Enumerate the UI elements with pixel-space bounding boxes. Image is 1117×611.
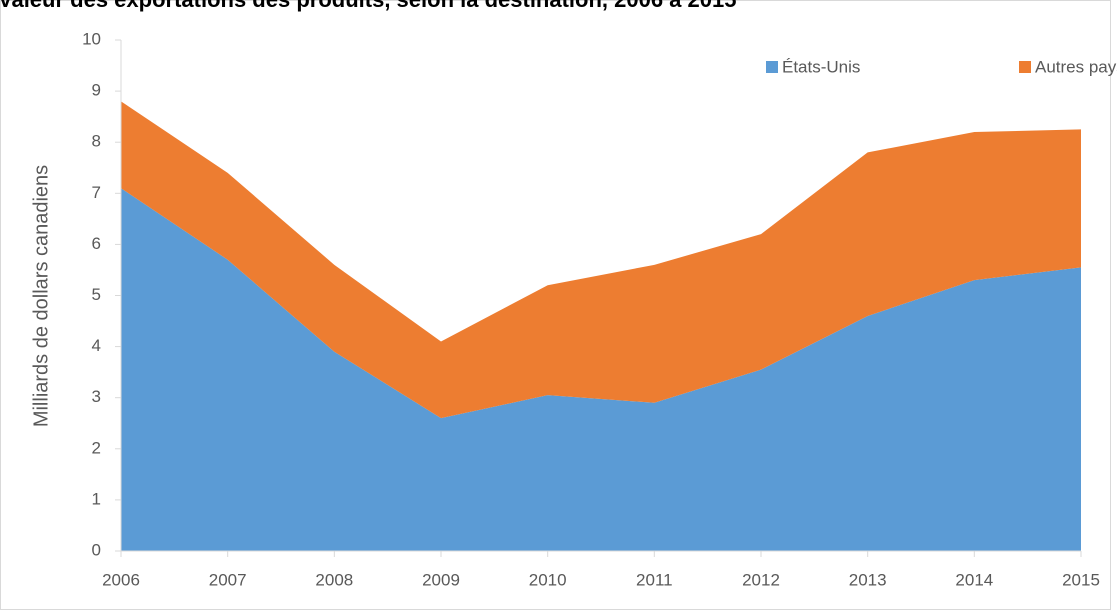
legend-swatch [1019,61,1031,73]
y-tick-label: 0 [92,540,101,559]
area [121,188,1081,551]
x-tick-label: 2010 [529,570,567,589]
y-tick-label: 2 [92,438,101,457]
y-axis-label: Milliards de dollars canadiens [30,165,52,427]
y-tick-label: 10 [82,29,101,48]
x-tick-label: 2007 [209,570,247,589]
y-tick-label: 8 [92,132,101,151]
y-tick-label: 9 [92,81,101,100]
x-tick-label: 2012 [742,570,780,589]
y-tick-label: 6 [92,234,101,253]
legend-label: Autres pays [1035,57,1117,76]
x-tick-label: 2013 [849,570,887,589]
legend-label: États-Unis [782,57,860,76]
area [121,101,1081,419]
x-tick-label: 2011 [636,570,673,589]
y-tick-label: 5 [92,285,101,304]
legend-swatch [766,61,778,73]
chart-title: Valeur des exportations des produits, se… [0,0,736,12]
x-tick-label: 2008 [315,570,353,589]
y-tick-label: 1 [92,489,101,508]
y-tick-label: 4 [92,336,101,355]
x-tick-label: 2006 [102,570,140,589]
y-tick-label: 7 [92,183,101,202]
y-tick-label: 3 [92,387,101,406]
x-tick-label: 2015 [1062,570,1100,589]
x-tick-label: 2009 [422,570,460,589]
x-tick-label: 2014 [955,570,993,589]
